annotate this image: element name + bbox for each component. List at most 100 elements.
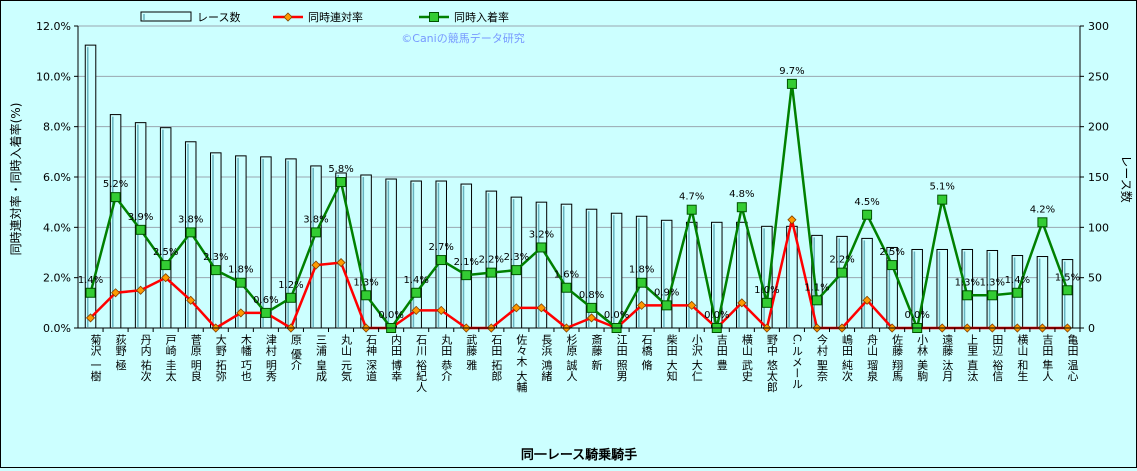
x-tick-label: 吉田 豊	[715, 334, 728, 371]
marker-nyuchaku	[561, 282, 572, 293]
data-label: 2.3%	[203, 252, 228, 263]
legend-marker-rentai	[283, 12, 293, 22]
x-tick-label: 嶋田 純次	[841, 333, 854, 382]
data-label: 1.3%	[353, 277, 378, 288]
marker-nyuchaku	[1037, 217, 1048, 228]
marker-nyuchaku	[361, 290, 372, 301]
x-tick-label: 丹内 祐次	[139, 334, 152, 382]
marker-rentai	[436, 305, 446, 315]
x-tick-label: 長浜 鴻緒	[540, 334, 553, 382]
x-tick-label: 江田 照男	[615, 334, 628, 382]
x-tick-label: 津村 明秀	[264, 334, 277, 382]
data-label: 0.0%	[378, 310, 403, 321]
marker-nyuchaku	[636, 277, 647, 288]
data-label: 1.4%	[403, 275, 428, 286]
marker-nyuchaku	[260, 307, 271, 318]
data-label: 2.5%	[879, 247, 904, 258]
data-label: 0.0%	[604, 310, 629, 321]
data-label: 2.2%	[479, 255, 504, 266]
marker-nyuchaku	[661, 300, 672, 311]
x-tick-label: 小林 美駒	[916, 334, 929, 382]
data-label: 1.6%	[554, 270, 579, 281]
x-tick-label: 菅原 明良	[189, 334, 202, 382]
marker-rentai	[311, 260, 321, 270]
data-label: 1.5%	[1055, 272, 1080, 283]
data-label: 3.8%	[303, 214, 328, 225]
marker-nyuchaku	[336, 177, 347, 188]
y-left-tick-label: 6.0%	[43, 171, 71, 184]
data-label: 2.3%	[504, 252, 529, 263]
marker-nyuchaku	[761, 297, 772, 308]
x-tick-label: 杉原 誠人	[565, 333, 578, 382]
x-tick-label: 石川 裕紀人	[415, 334, 428, 393]
bar-race-count	[685, 221, 698, 329]
x-tick-label: 内田 博幸	[390, 333, 403, 382]
marker-rentai	[111, 288, 121, 298]
marker-nyuchaku	[837, 267, 848, 278]
data-label: 0.0%	[704, 310, 729, 321]
bar-race-count	[1036, 256, 1049, 329]
x-axis-title: 同一レース騎乗騎手	[521, 447, 637, 463]
marker-rentai	[787, 215, 797, 225]
bar-race-count	[210, 152, 222, 329]
watermark: ©Caniの競馬データ研究	[401, 31, 524, 45]
bar-race-count	[560, 203, 573, 329]
marker-rentai	[687, 300, 697, 310]
marker-nyuchaku	[962, 290, 973, 301]
marker-nyuchaku	[110, 192, 121, 203]
bar-race-count	[986, 249, 999, 329]
data-label: 4.5%	[854, 197, 879, 208]
data-label: 2.2%	[829, 255, 854, 266]
marker-rentai	[85, 313, 96, 323]
x-tick-label: 吉田 隼人	[1041, 334, 1054, 382]
x-tick-label: 石田 拓郎	[490, 334, 503, 382]
y-left-tick-label: 0.0%	[43, 322, 71, 335]
x-tick-label: 佐々木 大輔	[515, 333, 528, 393]
x-tick-label: 大野 拓弥	[214, 333, 227, 382]
marker-nyuchaku	[786, 78, 797, 89]
data-label: 3.8%	[178, 214, 203, 225]
marker-nyuchaku	[436, 255, 447, 266]
data-label: 4.2%	[1030, 204, 1055, 215]
data-label: 1.3%	[955, 277, 980, 288]
data-label: 0.0%	[904, 310, 929, 321]
data-label: 0.8%	[579, 290, 604, 301]
data-label: 2.7%	[429, 242, 454, 253]
x-tick-label: 小沢 大仁	[690, 334, 703, 382]
y-left-tick-label: 8.0%	[43, 121, 71, 134]
bar-race-count	[936, 248, 948, 329]
data-label: 5.2%	[103, 179, 128, 190]
bar-race-count	[310, 165, 322, 329]
data-label: 1.2%	[278, 280, 303, 291]
bar-race-count	[660, 219, 673, 329]
legend-swatch-bar	[140, 11, 192, 22]
marker-nyuchaku	[1062, 285, 1073, 296]
x-tick-label: 遠藤 汰月	[941, 334, 954, 382]
marker-nyuchaku	[811, 295, 822, 306]
y-axis-left-title: 同時連対率・同時入着率(%)	[8, 103, 23, 256]
bar-race-count	[736, 221, 748, 329]
bar-race-count	[836, 235, 848, 329]
y-right-tick-label: 0	[1088, 322, 1095, 335]
data-label: 4.8%	[729, 189, 754, 200]
x-tick-label: 戸崎 圭太	[164, 334, 177, 382]
marker-rentai	[336, 258, 346, 268]
marker-rentai	[511, 303, 521, 313]
marker-nyuchaku	[461, 270, 472, 281]
y-right-tick-label: 300	[1088, 20, 1109, 33]
marker-nyuchaku	[987, 290, 998, 301]
y-right-tick-label: 50	[1088, 272, 1102, 285]
data-label: 1.0%	[754, 285, 779, 296]
y-right-tick-label: 150	[1088, 171, 1109, 184]
data-label: 1.4%	[1005, 275, 1030, 286]
marker-nyuchaku	[511, 265, 522, 276]
marker-rentai	[186, 295, 196, 305]
y-left-tick-label: 12.0%	[36, 20, 71, 33]
marker-rentai	[637, 300, 647, 310]
y-left-tick-label: 10.0%	[36, 70, 71, 83]
legend-label-rentai: 同時連対率	[308, 10, 363, 24]
marker-nyuchaku	[1012, 287, 1023, 298]
legend-label-nyuchaku: 同時入着率	[454, 10, 509, 24]
